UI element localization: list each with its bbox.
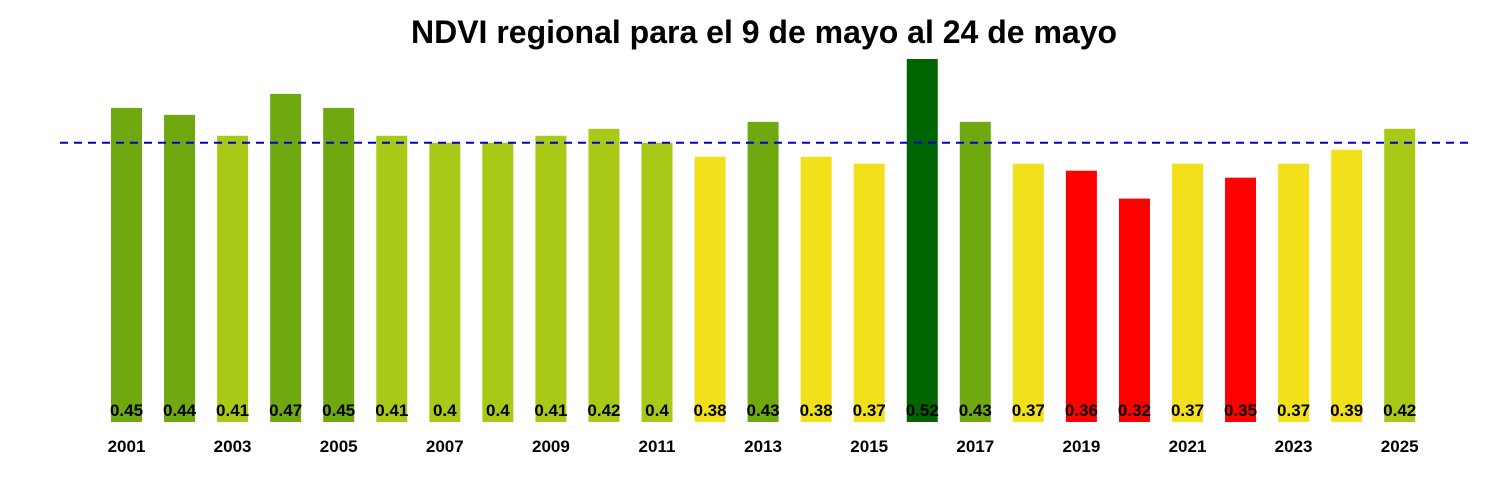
value-label-2006: 0.41 bbox=[375, 401, 408, 420]
bar-2006 bbox=[376, 135, 408, 423]
value-label-2019: 0.36 bbox=[1065, 401, 1098, 420]
bar-2023 bbox=[1278, 163, 1310, 422]
x-tick-2001: 2001 bbox=[108, 437, 146, 456]
x-tick-2011: 2011 bbox=[639, 437, 676, 456]
bar-2011 bbox=[641, 142, 673, 422]
x-tick-2019: 2019 bbox=[1062, 437, 1100, 456]
value-label-2014: 0.38 bbox=[800, 401, 833, 420]
bar-2012 bbox=[694, 156, 726, 423]
x-tick-2023: 2023 bbox=[1275, 437, 1313, 456]
bar-2001 bbox=[111, 107, 142, 423]
x-tick-2025: 2025 bbox=[1381, 437, 1419, 456]
chart-title: NDVI regional para el 9 de mayo al 24 de… bbox=[411, 14, 1117, 50]
x-tick-2003: 2003 bbox=[214, 437, 252, 456]
value-label-2021: 0.37 bbox=[1171, 401, 1204, 420]
value-label-2013: 0.43 bbox=[747, 401, 780, 420]
value-label-2001: 0.45 bbox=[110, 401, 143, 420]
value-label-2025: 0.42 bbox=[1383, 401, 1416, 420]
bar-2020 bbox=[1118, 198, 1150, 422]
value-label-2022: 0.35 bbox=[1224, 401, 1257, 420]
bar-2002 bbox=[164, 114, 196, 422]
x-tick-2005: 2005 bbox=[320, 437, 358, 456]
bars-group bbox=[111, 59, 1416, 423]
bar-2025 bbox=[1384, 128, 1416, 422]
bar-2018 bbox=[1012, 163, 1044, 422]
x-tick-2013: 2013 bbox=[744, 437, 782, 456]
value-label-2017: 0.43 bbox=[959, 401, 992, 420]
value-label-2008: 0.4 bbox=[486, 401, 510, 420]
bar-2021 bbox=[1172, 163, 1203, 422]
bar-2015 bbox=[853, 163, 885, 422]
bar-2004 bbox=[270, 93, 302, 423]
bar-2024 bbox=[1331, 149, 1363, 422]
bar-2019 bbox=[1065, 170, 1097, 422]
value-label-2018: 0.37 bbox=[1012, 401, 1045, 420]
value-label-2002: 0.44 bbox=[163, 401, 197, 420]
bar-2007 bbox=[429, 142, 461, 422]
x-tick-2009: 2009 bbox=[532, 437, 570, 456]
value-labels-group: 0.45 0.44 0.41 0.47 0.45 0.41 0.4 0.4 0.41 0.42 0.… bbox=[110, 401, 1416, 420]
x-tick-2007: 2007 bbox=[426, 437, 464, 456]
x-tick-2021: 2021 bbox=[1169, 437, 1207, 456]
bar-2014 bbox=[800, 156, 832, 423]
value-label-2024: 0.39 bbox=[1330, 401, 1363, 420]
value-label-2003: 0.41 bbox=[216, 401, 249, 420]
x-axis-tick-labels: 2001 2003 2005 2007 2009 2011 2013 2015 2017 2019… bbox=[108, 437, 1419, 456]
bar-2010 bbox=[588, 128, 620, 422]
value-label-2004: 0.47 bbox=[269, 401, 302, 420]
bar-2005 bbox=[323, 107, 355, 423]
bar-2016 bbox=[906, 59, 938, 422]
x-tick-2017: 2017 bbox=[956, 437, 994, 456]
bar-2017 bbox=[959, 121, 991, 422]
value-label-2015: 0.37 bbox=[853, 401, 886, 420]
value-label-2012: 0.38 bbox=[694, 401, 727, 420]
bar-2009 bbox=[535, 135, 567, 423]
bar-2008 bbox=[482, 142, 514, 422]
bar-2022 bbox=[1225, 177, 1257, 422]
x-tick-2015: 2015 bbox=[850, 437, 888, 456]
value-label-2023: 0.37 bbox=[1277, 401, 1310, 420]
value-label-2011: 0.4 bbox=[645, 401, 669, 420]
value-label-2010: 0.42 bbox=[587, 401, 620, 420]
value-label-2016: 0.52 bbox=[906, 401, 939, 420]
bar-2013 bbox=[747, 121, 779, 422]
bar-2003 bbox=[217, 135, 249, 423]
value-label-2007: 0.4 bbox=[433, 401, 457, 420]
value-label-2009: 0.41 bbox=[534, 401, 567, 420]
value-label-2020: 0.32 bbox=[1118, 401, 1151, 420]
value-label-2005: 0.45 bbox=[322, 401, 355, 420]
